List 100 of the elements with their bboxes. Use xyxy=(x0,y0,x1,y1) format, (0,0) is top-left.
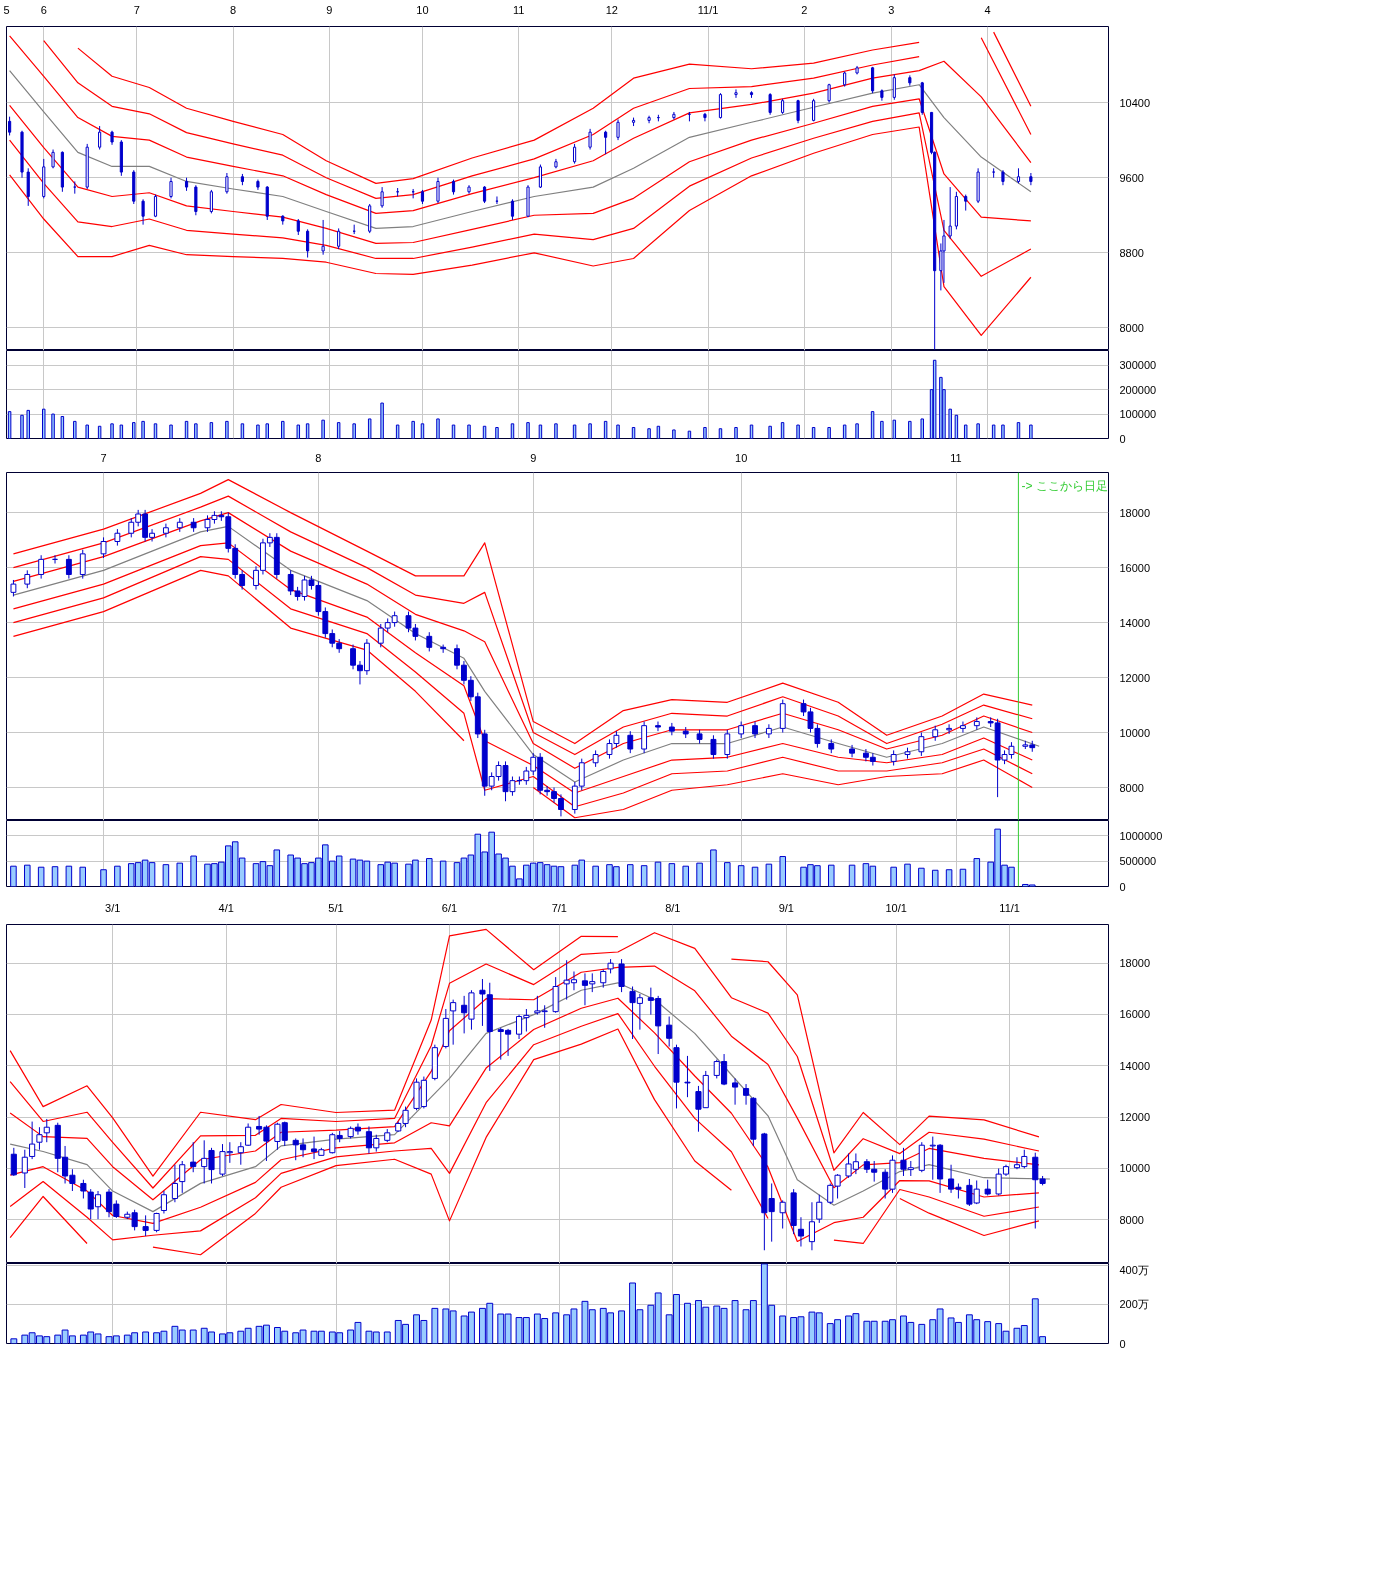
candlestick xyxy=(171,1164,178,1203)
bar xyxy=(656,425,661,439)
candlestick xyxy=(225,172,229,195)
y-tick-label: 16000 xyxy=(1119,1008,1151,1021)
y-tick-label: 18000 xyxy=(1119,506,1151,519)
bar xyxy=(734,427,738,439)
bar xyxy=(73,420,77,439)
candlestick xyxy=(190,1141,197,1173)
bar xyxy=(880,420,884,439)
x-tick-label: 7 xyxy=(133,3,140,16)
x-tick-label: 7 xyxy=(100,451,107,464)
x-tick-label: 10 xyxy=(416,3,429,16)
bar xyxy=(24,864,31,887)
bar xyxy=(162,864,170,887)
bar xyxy=(948,408,952,439)
candlestick xyxy=(436,177,440,204)
candlestick xyxy=(600,969,607,989)
y-tick-label: 10000 xyxy=(1119,726,1151,739)
bar xyxy=(380,402,384,439)
candlestick xyxy=(426,631,433,652)
x-tick-label: 2 xyxy=(801,3,808,16)
x-tick-label: 9 xyxy=(326,3,333,16)
bar xyxy=(79,866,87,887)
bar xyxy=(436,418,440,439)
bar xyxy=(352,423,356,439)
bar xyxy=(10,865,17,887)
y-tick-label: 0 xyxy=(1119,432,1126,445)
x-tick-label: 12 xyxy=(605,3,618,16)
bar xyxy=(281,420,285,439)
candlestick xyxy=(209,189,213,214)
candlestick xyxy=(380,186,384,209)
bar xyxy=(305,423,310,439)
bar xyxy=(765,863,773,887)
y-tick-label: 0 xyxy=(1119,1337,1126,1350)
y-tick-label: 12000 xyxy=(1119,671,1151,684)
bar xyxy=(42,408,46,439)
candlestick xyxy=(627,730,634,754)
candlestick xyxy=(703,112,707,122)
x-tick-label: 6 xyxy=(40,3,47,16)
bar xyxy=(710,849,717,887)
bar xyxy=(920,418,924,439)
bar xyxy=(194,423,198,439)
y-tick-label: 14000 xyxy=(1119,616,1151,629)
candlestick xyxy=(141,198,145,226)
x-tick-label: 6/1 xyxy=(441,901,458,914)
candlestick xyxy=(169,177,173,199)
y-tick-label: 300000 xyxy=(1119,359,1157,372)
candlestick xyxy=(684,1055,691,1098)
candlestick xyxy=(160,1190,167,1214)
bar xyxy=(65,865,73,887)
bar xyxy=(647,428,651,439)
bar xyxy=(97,425,102,439)
line-series xyxy=(9,70,1032,230)
bar xyxy=(737,865,745,887)
candlestick xyxy=(734,88,738,99)
y-tick-label: 100000 xyxy=(1119,408,1157,421)
bar xyxy=(640,865,648,887)
candlestick xyxy=(479,978,486,1027)
x-tick-label: 4/1 xyxy=(218,901,234,914)
bar xyxy=(132,422,136,439)
x-tick-label: 4 xyxy=(984,3,991,16)
bar xyxy=(114,865,121,887)
candlestick xyxy=(179,1160,186,1194)
bar xyxy=(855,423,859,439)
y-tick-label: 500000 xyxy=(1119,855,1157,868)
bar xyxy=(696,862,703,887)
bar xyxy=(1029,424,1033,439)
x-tick-label: 8 xyxy=(230,3,237,16)
y-tick-label: 0 xyxy=(1119,880,1126,893)
x-tick-label: 3 xyxy=(888,3,895,16)
candlestick xyxy=(98,125,102,151)
candlestick xyxy=(724,729,731,760)
candlestick xyxy=(765,723,772,739)
bar xyxy=(592,865,599,887)
candlestick xyxy=(946,723,953,735)
candlestick xyxy=(337,227,341,250)
candlestick xyxy=(797,1216,805,1248)
bar xyxy=(796,424,800,439)
bar xyxy=(37,866,45,887)
bar xyxy=(779,856,787,887)
candlestick xyxy=(849,744,855,758)
bar xyxy=(973,858,981,887)
y-tick-label: 8000 xyxy=(1119,781,1144,794)
bar xyxy=(336,422,341,439)
candlestick xyxy=(65,554,72,580)
x-tick-label: 9 xyxy=(530,451,537,464)
bar xyxy=(918,867,925,887)
candlestick xyxy=(960,721,966,734)
bar xyxy=(904,863,911,887)
bar xyxy=(842,424,847,439)
candlestick xyxy=(668,722,675,736)
y-tick-label: 10400 xyxy=(1119,96,1151,109)
y-tick-label: 9600 xyxy=(1119,171,1144,184)
y-tick-label: 10000 xyxy=(1119,1162,1151,1175)
bar xyxy=(209,422,214,439)
candlestick xyxy=(816,1194,823,1224)
y-tick-label: 8800 xyxy=(1119,246,1144,259)
bar xyxy=(256,424,260,439)
candlestick xyxy=(710,734,717,760)
bar xyxy=(827,864,835,887)
